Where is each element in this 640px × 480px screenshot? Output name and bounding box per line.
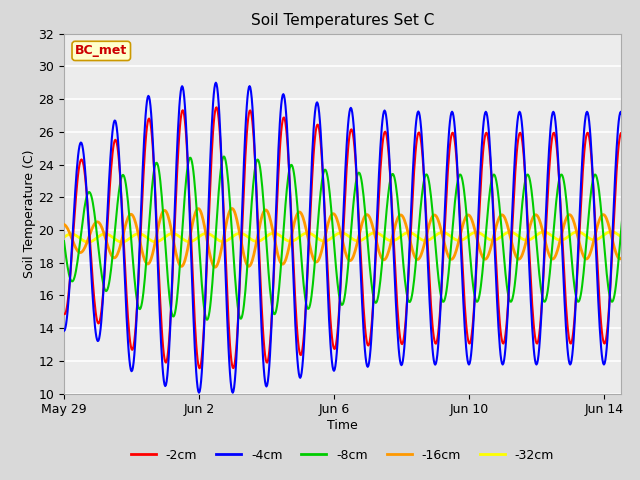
Title: Soil Temperatures Set C: Soil Temperatures Set C	[251, 13, 434, 28]
Legend: -2cm, -4cm, -8cm, -16cm, -32cm: -2cm, -4cm, -8cm, -16cm, -32cm	[125, 444, 559, 467]
Y-axis label: Soil Temperature (C): Soil Temperature (C)	[22, 149, 36, 278]
X-axis label: Time: Time	[327, 419, 358, 432]
Text: BC_met: BC_met	[75, 44, 127, 58]
